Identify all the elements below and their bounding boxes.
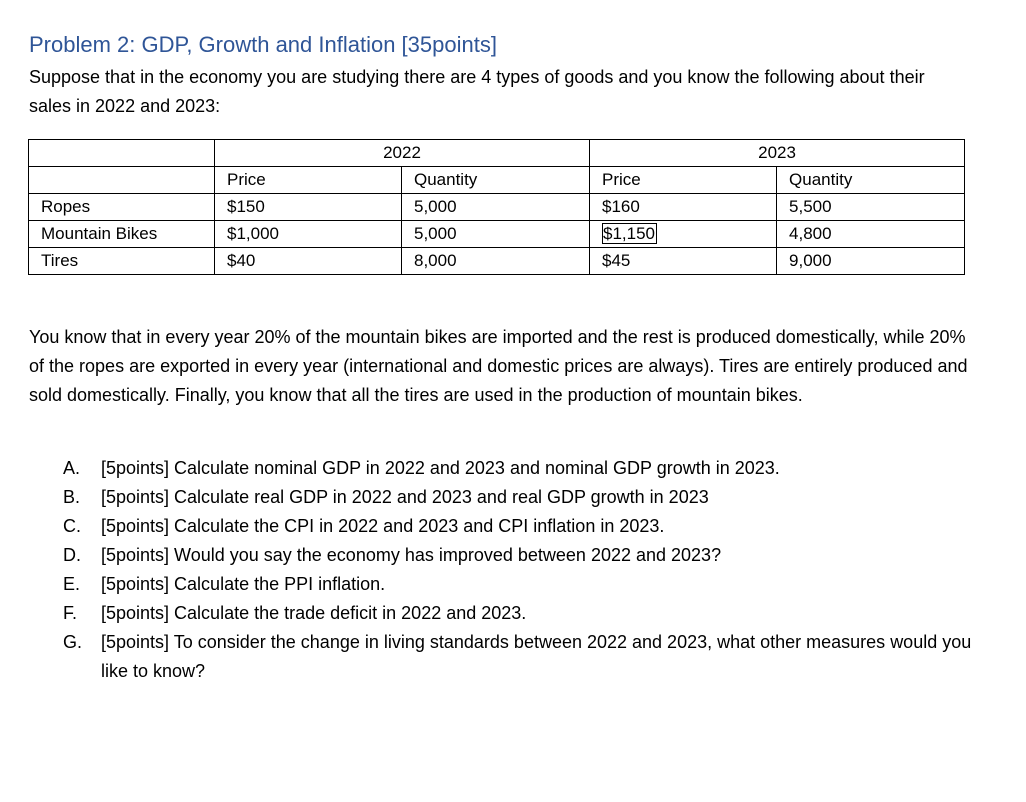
quantity-2023-cell: 4,800 (776, 220, 966, 248)
table-corner-cell (28, 139, 215, 167)
price-2022-cell: $1,000 (214, 220, 402, 248)
list-marker: C. (63, 516, 81, 536)
good-name: Mountain Bikes (28, 220, 215, 248)
list-item: E. [5points] Calculate the PPI inflation. (29, 570, 979, 599)
question-text: [5points] Calculate real GDP in 2022 and… (101, 487, 709, 507)
question-text: [5points] Calculate the trade deficit in… (101, 603, 527, 623)
price-2023-cell: $45 (589, 247, 778, 275)
quantity-2023-cell: 5,500 (776, 193, 966, 221)
price-2023-cell: $1,150 (589, 220, 778, 248)
context-paragraph: You know that in every year 20% of the m… (29, 327, 968, 405)
intro-text: Suppose that in the economy you are stud… (29, 67, 925, 116)
selected-cell-value: $1,150 (602, 223, 658, 244)
question-text: [5points] Calculate the CPI in 2022 and … (101, 516, 665, 536)
quantity-2022-cell: 5,000 (400, 193, 591, 221)
list-marker: A. (63, 458, 81, 478)
question-list: A. [5points] Calculate nominal GDP in 202… (29, 454, 979, 686)
year-2023-header: 2023 (589, 139, 966, 167)
table-row: Ropes $150 5,000 $160 5,500 (28, 193, 966, 221)
sales-table: 2022 2023 Price Quantity Price Quantity … (28, 139, 966, 275)
list-item: A. [5points] Calculate nominal GDP in 202… (29, 454, 979, 483)
question-text: [5points] Calculate the PPI inflation. (101, 574, 386, 594)
good-name: Ropes (28, 193, 215, 221)
list-marker: E. (63, 574, 81, 594)
table-header-years: 2022 2023 (28, 139, 966, 167)
list-marker: D. (63, 545, 81, 565)
quantity-2023-cell: 9,000 (776, 247, 966, 275)
price-2022-cell: $40 (214, 247, 402, 275)
list-item: B. [5points] Calculate real GDP in 2022 a… (29, 483, 979, 512)
list-item: D. [5points] Would you say the economy ha… (29, 541, 979, 570)
list-marker: B. (63, 487, 81, 507)
price-2023-cell: $160 (589, 193, 778, 221)
question-text: [5points] Calculate nominal GDP in 2022 … (101, 458, 780, 478)
quantity-2022-cell: 5,000 (400, 220, 591, 248)
quantity-2022-cell: 8,000 (400, 247, 591, 275)
list-item: F. [5points] Calculate the trade deficit … (29, 599, 979, 628)
col-quantity-2023: Quantity (776, 166, 966, 194)
list-marker: F. (63, 603, 78, 623)
col-price-2023: Price (589, 166, 778, 194)
problem-heading: Problem 2: GDP, Growth and Inflation [35… (29, 32, 497, 57)
table-header-columns: Price Quantity Price Quantity (28, 166, 966, 194)
col-price-2022: Price (214, 166, 402, 194)
list-item: C. [5points] Calculate the CPI in 2022 an… (29, 512, 979, 541)
table-row: Mountain Bikes $1,000 5,000 $1,150 4,800 (28, 220, 966, 248)
list-item: G. [5points] To consider the change in li… (29, 628, 979, 686)
question-text: [5points] Would you say the economy has … (101, 545, 722, 565)
col-quantity-2022: Quantity (400, 166, 591, 194)
good-name: Tires (28, 247, 215, 275)
question-text: [5points] To consider the change in livi… (101, 632, 972, 681)
year-2022-header: 2022 (213, 139, 591, 167)
table-row: Tires $40 8,000 $45 9,000 (28, 247, 966, 275)
list-marker: G. (63, 632, 83, 652)
price-2022-cell: $150 (214, 193, 402, 221)
table-empty-cell (28, 166, 215, 194)
